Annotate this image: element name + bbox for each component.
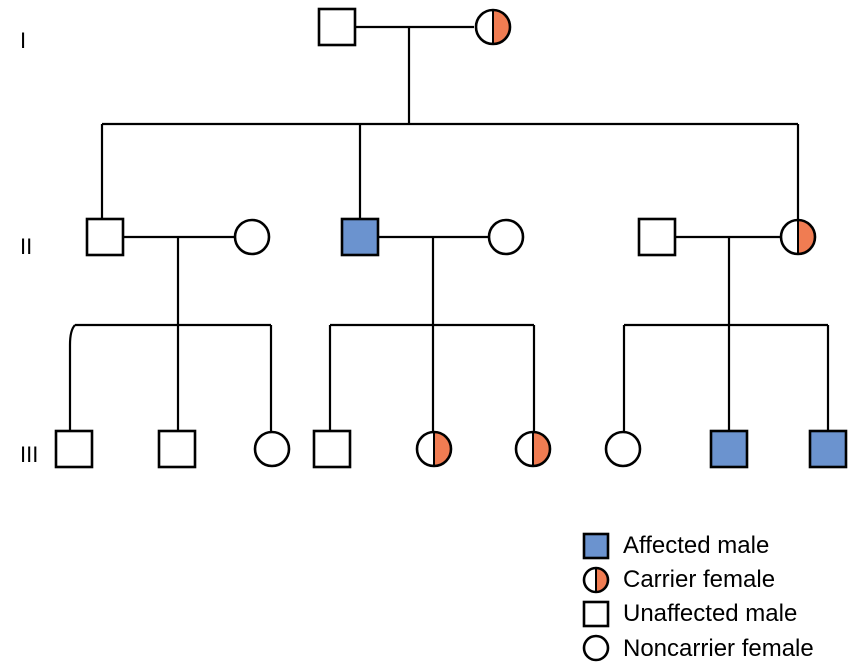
- individual-ii-6-carrier-female: [779, 218, 817, 256]
- individual-ii-3-affected-male: [340, 217, 380, 257]
- individual-i-1-unaffected-male-square: [317, 7, 357, 47]
- individual-iii-5-carrier-female-carrier-half: [434, 432, 451, 466]
- individual-ii-4-noncarrier-female-circle-outline: [487, 218, 525, 256]
- individual-iii-6-carrier-female-carrier-half: [533, 432, 550, 466]
- individual-iii-4-unaffected-male-square: [312, 429, 352, 469]
- legend-label-carrier-female: Carrier female: [623, 566, 775, 593]
- individuals: [54, 7, 848, 469]
- child-drop-III-1: [68, 324, 76, 431]
- legend-label-unaffected-male: Unaffected male: [623, 600, 797, 627]
- individual-iii-3-noncarrier-female-circle-outline: [253, 430, 291, 468]
- generation-label-III: III: [20, 442, 38, 467]
- individual-ii-3-affected-male-square: [340, 217, 380, 257]
- individual-iii-7-noncarrier-female: [604, 430, 642, 468]
- individual-iii-7-noncarrier-female-circle-outline: [604, 430, 642, 468]
- individual-ii-6-carrier-female-carrier-half: [798, 220, 815, 254]
- individual-ii-2-noncarrier-female: [233, 218, 271, 256]
- individual-i-1-unaffected-male: [317, 7, 357, 47]
- individual-iii-9-affected-male-square: [808, 429, 848, 469]
- legend-symbol-unaffected-male-square: [582, 600, 610, 628]
- individual-ii-5-unaffected-male-square: [637, 217, 677, 257]
- legend-symbol-affected-male: [582, 532, 610, 560]
- legend-symbol-affected-male-square: [582, 532, 610, 560]
- legend-symbol-unaffected-male: [582, 600, 610, 628]
- individual-i-2-carrier-female: [474, 8, 512, 46]
- individual-iii-3-noncarrier-female: [253, 430, 291, 468]
- individual-ii-5-unaffected-male: [637, 217, 677, 257]
- legend-symbol-carrier-female: [582, 566, 610, 594]
- individual-iii-1-unaffected-male-square: [54, 429, 94, 469]
- individual-iii-8-affected-male-square: [709, 429, 749, 469]
- individual-ii-2-noncarrier-female-circle-fill: [235, 220, 269, 254]
- legend-symbol-noncarrier-female: [582, 634, 610, 662]
- individual-iii-9-affected-male: [808, 429, 848, 469]
- individual-iii-2-unaffected-male: [157, 429, 197, 469]
- generation-label-I: I: [20, 28, 26, 53]
- individual-iii-3-noncarrier-female-circle-fill: [255, 432, 289, 466]
- individual-iii-1-unaffected-male: [54, 429, 94, 469]
- connection-lines: [68, 25, 830, 431]
- individual-ii-4-noncarrier-female-circle-fill: [489, 220, 523, 254]
- legend: Affected male Carrier female Unaffected …: [582, 532, 814, 662]
- legend-symbol-noncarrier-female-circle-fill: [584, 636, 608, 660]
- individual-iii-7-noncarrier-female-circle-fill: [606, 432, 640, 466]
- individual-ii-2-noncarrier-female-circle-outline: [233, 218, 271, 256]
- individual-ii-1-unaffected-male: [85, 217, 125, 257]
- individual-ii-6-carrier-female-circle-outline: [779, 218, 817, 256]
- individual-iii-8-affected-male: [709, 429, 749, 469]
- individual-i-2-carrier-female-carrier-half: [493, 10, 510, 44]
- legend-label-affected-male: Affected male: [623, 532, 769, 559]
- legend-symbol-carrier-female-circle-outline: [582, 566, 610, 594]
- individual-iii-5-carrier-female: [415, 430, 453, 468]
- individual-ii-4-noncarrier-female: [487, 218, 525, 256]
- generation-label-II: II: [20, 234, 32, 259]
- legend-label-noncarrier-female: Noncarrier female: [623, 635, 814, 662]
- individual-iii-5-carrier-female-circle-outline: [415, 430, 453, 468]
- individual-iii-6-carrier-female-circle-outline: [514, 430, 552, 468]
- individual-ii-1-unaffected-male-square: [85, 217, 125, 257]
- individual-iii-2-unaffected-male-square: [157, 429, 197, 469]
- legend-symbol-noncarrier-female-circle-outline: [582, 634, 610, 662]
- individual-iii-4-unaffected-male: [312, 429, 352, 469]
- individual-i-2-carrier-female-circle-outline: [474, 8, 512, 46]
- individual-iii-6-carrier-female: [514, 430, 552, 468]
